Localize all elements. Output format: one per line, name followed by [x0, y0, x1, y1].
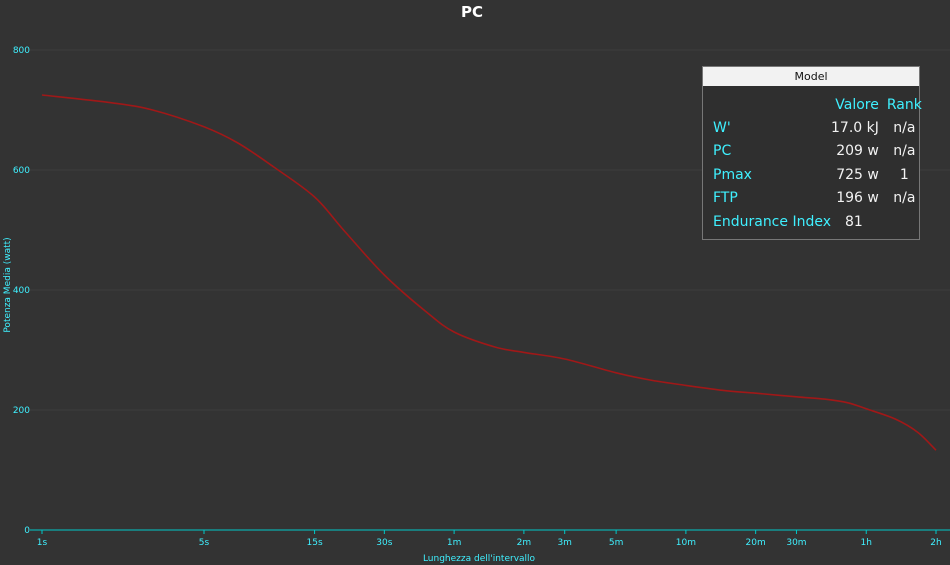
x-tick-label: 1h: [861, 538, 872, 548]
model-row-label: W': [713, 119, 731, 136]
series-line: [41, 94, 937, 451]
model-row-value: 196 w: [836, 190, 879, 207]
x-tick-label: 10m: [676, 538, 696, 548]
model-row-label: FTP: [713, 190, 738, 207]
model-row-rank: n/a: [893, 143, 916, 160]
model-header-row: Valore Rank: [713, 93, 922, 116]
y-tick-label: 400: [13, 286, 30, 296]
y-tick-label: 0: [24, 526, 30, 536]
model-row-label: Pmax: [713, 166, 752, 183]
y-tick-label: 600: [13, 166, 30, 176]
x-tick-label: 5s: [199, 538, 210, 548]
model-row-value: 17.0 kJ: [831, 119, 879, 136]
model-row-rank: n/a: [893, 190, 916, 207]
model-row-endurance: Endurance Index 81: [713, 210, 922, 234]
x-tick-label: 2h: [930, 538, 941, 548]
model-row-value: 725 w: [836, 166, 879, 183]
x-tick-label: 2m: [517, 538, 532, 548]
model-col-rank: Rank: [886, 96, 922, 113]
model-row-value: 81: [845, 213, 863, 230]
x-tick-label: 30s: [376, 538, 392, 548]
y-axis-title: Potenza Media (watt): [3, 237, 13, 332]
y-tick-label: 200: [13, 406, 30, 416]
model-row-wprime: W' 17.0 kJ n/a: [713, 116, 922, 140]
x-tick-label: 3m: [557, 538, 572, 548]
model-row-value: 209 w: [836, 143, 879, 160]
x-axis-title: Lunghezza dell'intervallo: [423, 554, 536, 564]
model-row-label: Endurance Index: [713, 213, 831, 230]
model-row-ftp: FTP 196 w n/a: [713, 187, 922, 211]
y-tick-label: 800: [13, 46, 30, 56]
chart-title: PC: [461, 3, 483, 21]
model-col-label: [713, 93, 831, 116]
model-row-rank: n/a: [893, 119, 916, 136]
x-tick-label: 5m: [609, 538, 624, 548]
model-row-rank: 1: [899, 166, 909, 183]
model-row-pmax: Pmax 725 w 1: [713, 163, 922, 187]
x-tick-label: 1m: [447, 538, 462, 548]
model-row-pc: PC 209 w n/a: [713, 140, 922, 164]
model-panel: Model Valore Rank W' 17.0 kJ n/a PC 209 …: [702, 66, 922, 240]
x-tick-label: 30m: [786, 538, 806, 548]
model-header: Model: [703, 67, 919, 86]
x-tick-label: 1s: [37, 538, 48, 548]
model-col-value: Valore: [835, 96, 879, 113]
x-tick-label: 20m: [746, 538, 766, 548]
x-tick-label: 15s: [307, 538, 323, 548]
model-table: Valore Rank W' 17.0 kJ n/a PC 209 w n/a …: [713, 93, 922, 234]
model-row-rank: [887, 210, 922, 234]
model-row-label: PC: [713, 143, 732, 160]
